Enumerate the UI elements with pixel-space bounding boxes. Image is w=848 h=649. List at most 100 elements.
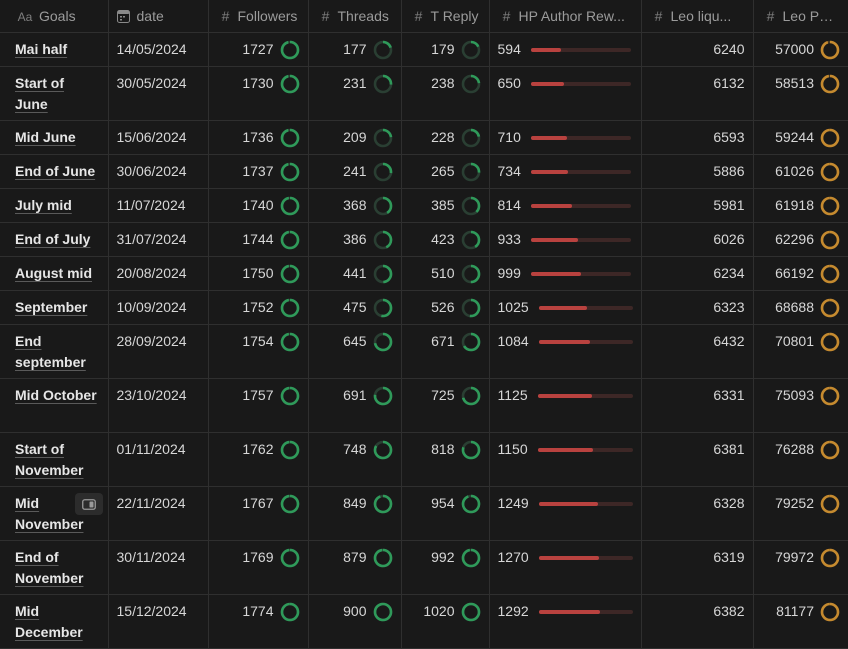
leo-power-cell[interactable]: 68688: [753, 290, 848, 325]
hp-author-rewards-cell[interactable]: 814: [489, 188, 642, 223]
followers-cell[interactable]: 1736: [208, 120, 309, 155]
threads-cell[interactable]: 368: [308, 188, 402, 223]
treply-cell[interactable]: 265: [401, 154, 490, 189]
goal-cell[interactable]: September: [0, 290, 109, 325]
date-cell[interactable]: 30/06/2024: [108, 154, 209, 189]
followers-cell[interactable]: 1769: [208, 540, 309, 595]
leo-power-cell[interactable]: 75093: [753, 378, 848, 433]
table-row[interactable]: Mid October 23/10/2024 1757 691 725 1125 6331 7…: [0, 378, 848, 433]
table-row[interactable]: End september 28/09/2024 1754 645 671 1084 643…: [0, 324, 848, 379]
hp-author-rewards-cell[interactable]: 1270: [489, 540, 642, 595]
leo-liquid-cell[interactable]: 6328: [641, 486, 754, 541]
leo-liquid-cell[interactable]: 6381: [641, 432, 754, 487]
threads-cell[interactable]: 231: [308, 66, 402, 121]
followers-cell[interactable]: 1762: [208, 432, 309, 487]
hp-author-rewards-cell[interactable]: 650: [489, 66, 642, 121]
followers-cell[interactable]: 1737: [208, 154, 309, 189]
leo-liquid-cell[interactable]: 6323: [641, 290, 754, 325]
goal-title[interactable]: July mid: [15, 197, 72, 213]
table-row[interactable]: August mid 20/08/2024 1750 441 510 999 6234 661…: [0, 256, 848, 291]
followers-cell[interactable]: 1740: [208, 188, 309, 223]
goal-cell[interactable]: End of July: [0, 222, 109, 257]
column-header-leo-power[interactable]: # Leo Power: [753, 0, 848, 33]
threads-cell[interactable]: 241: [308, 154, 402, 189]
goal-cell[interactable]: July mid: [0, 188, 109, 223]
followers-cell[interactable]: 1744: [208, 222, 309, 257]
followers-cell[interactable]: 1727: [208, 32, 309, 67]
leo-power-cell[interactable]: 70801: [753, 324, 848, 379]
goal-cell[interactable]: End september: [0, 324, 109, 379]
threads-cell[interactable]: 209: [308, 120, 402, 155]
threads-cell[interactable]: 691: [308, 378, 402, 433]
leo-liquid-cell[interactable]: 6240: [641, 32, 754, 67]
threads-cell[interactable]: 177: [308, 32, 402, 67]
goal-cell[interactable]: Mid October: [0, 378, 109, 433]
goal-cell[interactable]: End of November: [0, 540, 109, 595]
threads-cell[interactable]: 879: [308, 540, 402, 595]
leo-power-cell[interactable]: 62296: [753, 222, 848, 257]
goal-title[interactable]: End of June: [15, 163, 96, 179]
treply-cell[interactable]: 818: [401, 432, 490, 487]
hp-author-rewards-cell[interactable]: 1150: [489, 432, 642, 487]
threads-cell[interactable]: 475: [308, 290, 402, 325]
leo-liquid-cell[interactable]: 6593: [641, 120, 754, 155]
table-row[interactable]: Mid June 15/06/2024 1736 209 228 710 6593 59244: [0, 120, 848, 155]
leo-liquid-cell[interactable]: 6026: [641, 222, 754, 257]
treply-cell[interactable]: 954: [401, 486, 490, 541]
table-row[interactable]: End of July 31/07/2024 1744 386 423 933 6026 62…: [0, 222, 848, 257]
goal-title[interactable]: August mid: [15, 265, 92, 281]
leo-power-cell[interactable]: 76288: [753, 432, 848, 487]
open-page-button[interactable]: [74, 493, 103, 515]
hp-author-rewards-cell[interactable]: 734: [489, 154, 642, 189]
threads-cell[interactable]: 645: [308, 324, 402, 379]
leo-power-cell[interactable]: 59244: [753, 120, 848, 155]
date-cell[interactable]: 30/05/2024: [108, 66, 209, 121]
hp-author-rewards-cell[interactable]: 1084: [489, 324, 642, 379]
followers-cell[interactable]: 1774: [208, 594, 309, 649]
goal-title[interactable]: Start of June: [15, 75, 64, 112]
treply-cell[interactable]: 992: [401, 540, 490, 595]
followers-cell[interactable]: 1752: [208, 290, 309, 325]
hp-author-rewards-cell[interactable]: 1249: [489, 486, 642, 541]
treply-cell[interactable]: 228: [401, 120, 490, 155]
goal-cell[interactable]: End of June: [0, 154, 109, 189]
leo-liquid-cell[interactable]: 6132: [641, 66, 754, 121]
goal-title[interactable]: Mid June: [15, 129, 76, 145]
date-cell[interactable]: 14/05/2024: [108, 32, 209, 67]
goal-title[interactable]: End of November: [15, 549, 84, 586]
hp-author-rewards-cell[interactable]: 1292: [489, 594, 642, 649]
column-header-date[interactable]: date: [108, 0, 209, 33]
goal-cell[interactable]: Mid November: [0, 486, 109, 541]
date-cell[interactable]: 10/09/2024: [108, 290, 209, 325]
treply-cell[interactable]: 238: [401, 66, 490, 121]
goal-title[interactable]: Mid December: [15, 603, 83, 640]
goal-title[interactable]: Mid October: [15, 387, 97, 403]
followers-cell[interactable]: 1750: [208, 256, 309, 291]
treply-cell[interactable]: 725: [401, 378, 490, 433]
table-row[interactable]: Mid December 15/12/2024 1774 900 1020 1292 638…: [0, 594, 848, 649]
hp-author-rewards-cell[interactable]: 1125: [489, 378, 642, 433]
leo-power-cell[interactable]: 61918: [753, 188, 848, 223]
leo-liquid-cell[interactable]: 6234: [641, 256, 754, 291]
goal-title[interactable]: Start of November: [15, 441, 84, 478]
goal-title[interactable]: Mid November: [15, 495, 84, 532]
leo-power-cell[interactable]: 57000: [753, 32, 848, 67]
hp-author-rewards-cell[interactable]: 710: [489, 120, 642, 155]
column-header-threads[interactable]: # Threads: [308, 0, 402, 33]
goal-cell[interactable]: Mai half: [0, 32, 109, 67]
leo-power-cell[interactable]: 58513: [753, 66, 848, 121]
column-header-followers[interactable]: # Followers: [208, 0, 309, 33]
hp-author-rewards-cell[interactable]: 1025: [489, 290, 642, 325]
threads-cell[interactable]: 748: [308, 432, 402, 487]
column-header-goals[interactable]: Aa Goals: [0, 0, 109, 33]
goal-cell[interactable]: Start of November: [0, 432, 109, 487]
threads-cell[interactable]: 441: [308, 256, 402, 291]
date-cell[interactable]: 20/08/2024: [108, 256, 209, 291]
treply-cell[interactable]: 179: [401, 32, 490, 67]
hp-author-rewards-cell[interactable]: 933: [489, 222, 642, 257]
leo-liquid-cell[interactable]: 5981: [641, 188, 754, 223]
leo-liquid-cell[interactable]: 6432: [641, 324, 754, 379]
leo-liquid-cell[interactable]: 6331: [641, 378, 754, 433]
date-cell[interactable]: 01/11/2024: [108, 432, 209, 487]
goal-cell[interactable]: Mid June: [0, 120, 109, 155]
